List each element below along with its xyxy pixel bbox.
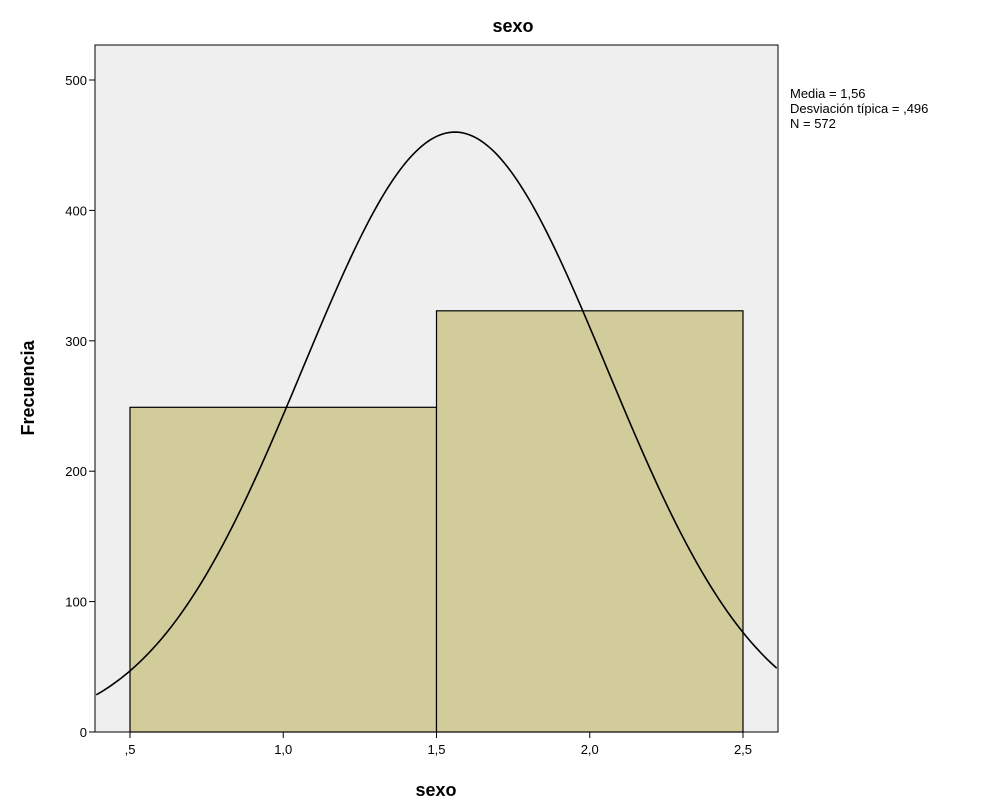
stats-mean: Media = 1,56	[790, 86, 866, 101]
y-tick-label: 300	[65, 334, 87, 349]
x-tick-label: 2,0	[581, 742, 599, 757]
y-axis-title: Frecuencia	[18, 339, 38, 435]
histogram-bar-1	[129, 406, 438, 733]
x-tick-label: ,5	[125, 742, 136, 757]
x-axis: ,5 1,0 1,5 2,0 2,5	[125, 732, 752, 757]
normal-curve	[95, 131, 778, 696]
x-axis-title: sexo	[415, 780, 456, 800]
y-tick-label: 200	[65, 464, 87, 479]
stats-n: N = 572	[790, 116, 836, 131]
y-tick-label: 500	[65, 73, 87, 88]
y-tick-label: 0	[80, 725, 87, 740]
bars-layer	[129, 310, 744, 733]
stats-box: Media = 1,56 Desviación típica = ,496 N …	[790, 86, 928, 131]
stats-sd: Desviación típica = ,496	[790, 101, 928, 116]
y-tick-label: 400	[65, 203, 87, 218]
x-tick-label: 1,0	[274, 742, 292, 757]
x-tick-label: 1,5	[427, 742, 445, 757]
histogram-bar-2	[435, 310, 744, 733]
y-tick-label: 100	[65, 595, 87, 610]
x-tick-label: 2,5	[734, 742, 752, 757]
y-axis: 0 100 200 300 400 500	[65, 73, 95, 740]
chart-title: sexo	[492, 16, 533, 36]
